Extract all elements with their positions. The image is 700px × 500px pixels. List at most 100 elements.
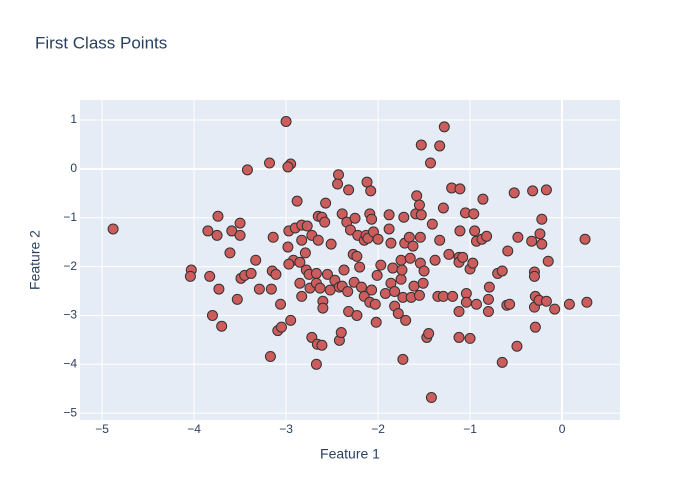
point — [107, 223, 119, 235]
point — [319, 216, 331, 228]
point — [294, 256, 306, 268]
point — [464, 332, 476, 344]
point — [241, 164, 253, 176]
point — [342, 286, 354, 298]
point — [542, 255, 554, 267]
point — [457, 251, 469, 263]
point — [413, 289, 425, 301]
x-tick-label: −1 — [463, 422, 477, 436]
y-axis-title: Feature 2 — [27, 230, 43, 290]
y-tick-label: −3 — [63, 308, 77, 322]
point — [365, 185, 377, 197]
point — [354, 261, 366, 273]
point — [536, 213, 548, 225]
point — [312, 234, 324, 246]
point — [212, 210, 224, 222]
point — [234, 229, 246, 241]
x-tick-label: −5 — [95, 422, 109, 436]
point — [265, 283, 277, 295]
point — [437, 290, 449, 302]
point — [540, 295, 552, 307]
point — [468, 208, 480, 220]
point — [231, 293, 243, 305]
x-axis-title: Feature 1 — [320, 446, 380, 462]
point — [211, 229, 223, 241]
point — [504, 298, 516, 310]
point — [253, 283, 265, 295]
point — [549, 303, 561, 315]
point — [418, 265, 430, 277]
point — [366, 213, 378, 225]
point — [387, 262, 399, 274]
point — [299, 247, 311, 259]
x-tick-label: 0 — [559, 422, 566, 436]
point — [397, 353, 409, 365]
point — [526, 235, 538, 247]
point — [245, 267, 257, 279]
point — [206, 309, 218, 321]
point — [395, 273, 407, 285]
point — [301, 220, 313, 232]
point — [469, 225, 481, 237]
point — [408, 280, 420, 292]
point — [415, 139, 427, 151]
point — [395, 254, 407, 266]
point — [224, 247, 236, 259]
point — [351, 250, 363, 262]
x-tick-label: −3 — [279, 422, 293, 436]
point — [216, 320, 228, 332]
point — [291, 195, 303, 207]
point — [310, 267, 322, 279]
point — [502, 245, 514, 257]
point — [411, 190, 423, 202]
point — [529, 321, 541, 333]
point — [264, 350, 276, 362]
point — [270, 268, 282, 280]
point — [467, 257, 479, 269]
point — [438, 121, 450, 133]
point — [579, 233, 591, 245]
point — [282, 161, 294, 173]
y-tick-label: −5 — [63, 405, 77, 419]
point — [508, 187, 520, 199]
point — [375, 259, 387, 271]
point — [536, 238, 548, 250]
point — [434, 234, 446, 246]
point — [336, 208, 348, 220]
x-tick-label: −2 — [371, 422, 385, 436]
point — [429, 254, 441, 266]
point — [294, 277, 306, 289]
point — [250, 254, 262, 266]
point — [540, 184, 552, 196]
point — [383, 223, 395, 235]
point — [417, 277, 429, 289]
point — [527, 185, 539, 197]
point — [453, 331, 465, 343]
point — [371, 269, 383, 281]
point — [424, 157, 436, 169]
point — [282, 241, 294, 253]
point — [283, 258, 295, 270]
point — [314, 282, 326, 294]
point — [320, 197, 332, 209]
point — [423, 328, 435, 340]
point — [481, 230, 493, 242]
point — [407, 240, 419, 252]
point — [335, 327, 347, 339]
point — [234, 217, 246, 229]
point — [434, 140, 446, 152]
point — [349, 212, 361, 224]
point — [317, 302, 329, 314]
point — [351, 309, 363, 321]
point — [280, 115, 292, 127]
point — [454, 225, 466, 237]
point — [343, 184, 355, 196]
chart-title: First Class Points — [35, 33, 167, 52]
point — [512, 231, 524, 243]
point — [385, 237, 397, 249]
y-tick-label: 1 — [70, 112, 77, 126]
point — [496, 356, 508, 368]
point — [426, 218, 438, 230]
points — [107, 115, 593, 404]
